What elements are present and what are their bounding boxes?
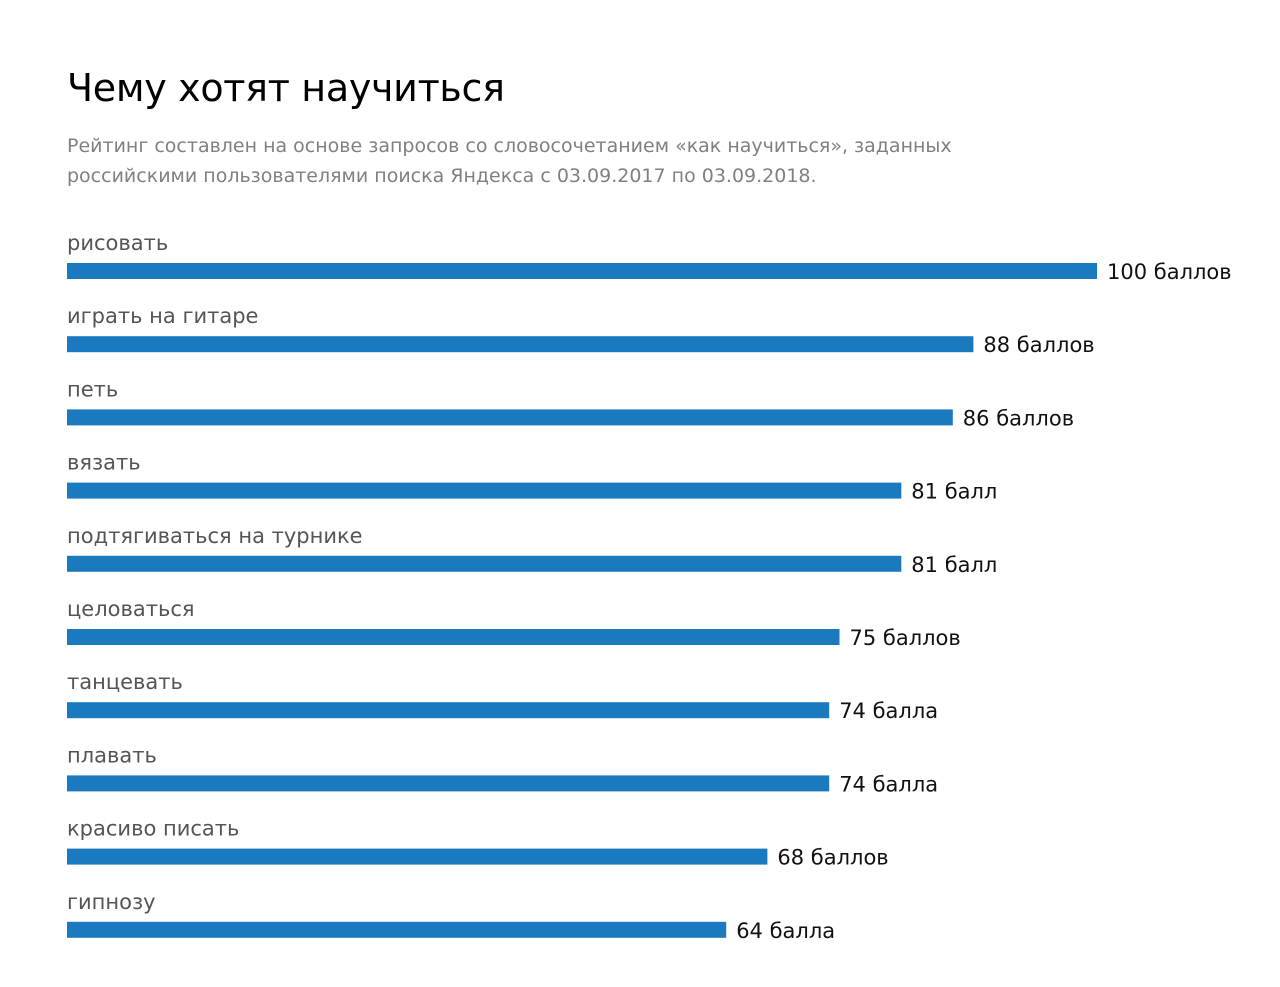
category-label: гипнозу — [67, 890, 156, 914]
chart-subtitle: Рейтинг составлен на основе запросов со … — [67, 131, 952, 191]
value-label: 81 балл — [911, 480, 997, 504]
bar — [67, 921, 727, 938]
chart-subtitle-line-2: российскими пользователями поиска Яндекс… — [67, 165, 817, 187]
category-label: рисовать — [67, 231, 168, 255]
value-label: 100 баллов — [1107, 260, 1232, 284]
chart-title: Чему хотят научиться — [67, 66, 505, 110]
bar — [67, 775, 830, 792]
bar — [67, 482, 902, 499]
value-label: 64 балла — [736, 919, 835, 943]
value-label: 68 баллов — [777, 846, 888, 870]
bar — [67, 555, 902, 572]
category-label: красиво писать — [67, 817, 239, 841]
bar — [67, 409, 953, 426]
value-label: 75 баллов — [850, 626, 961, 650]
bar — [67, 336, 974, 353]
bar — [67, 848, 768, 865]
category-label: целоваться — [67, 597, 195, 621]
value-label: 74 балла — [839, 772, 938, 796]
bar — [67, 702, 830, 719]
value-label: 88 баллов — [983, 333, 1094, 357]
category-label: плавать — [67, 743, 157, 767]
category-label: танцевать — [67, 670, 183, 694]
category-label: играть на гитаре — [67, 304, 258, 328]
chart-subtitle-line-1: Рейтинг составлен на основе запросов со … — [67, 135, 952, 157]
value-label: 74 балла — [839, 699, 938, 723]
value-label: 81 балл — [911, 553, 997, 577]
category-label: петь — [67, 377, 118, 401]
bar — [67, 263, 1097, 279]
category-label: подтягиваться на турнике — [67, 524, 363, 548]
bar — [67, 629, 840, 645]
value-label: 86 баллов — [963, 406, 1074, 430]
category-label: вязать — [67, 451, 141, 475]
